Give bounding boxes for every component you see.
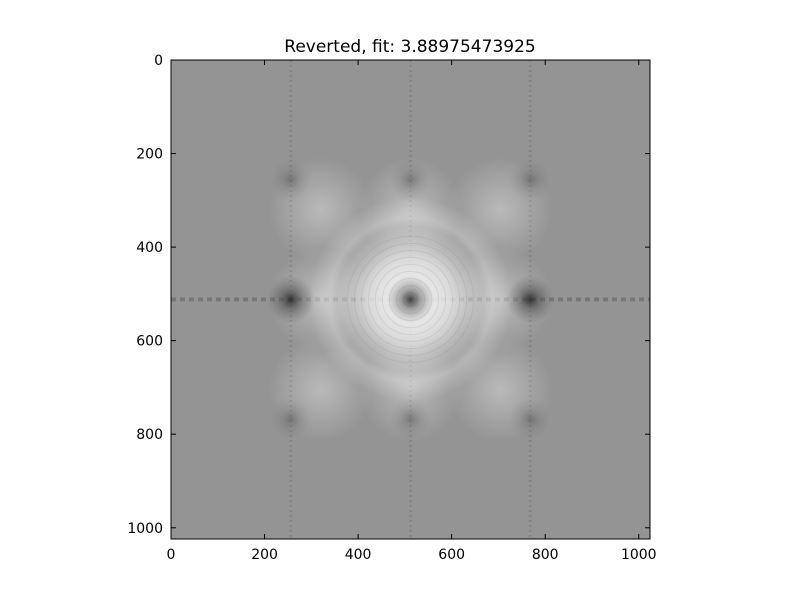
central-peak-spot	[387, 276, 435, 324]
lattice-spot	[270, 159, 312, 201]
x-tick-label: 1000	[621, 547, 657, 563]
x-tick-label: 200	[251, 547, 278, 563]
y-tick-label: 600	[136, 334, 163, 350]
x-tick-label: 0	[167, 547, 176, 563]
x-tick-label: 600	[438, 547, 465, 563]
lattice-spot	[509, 398, 551, 440]
x-tick-label: 800	[532, 547, 559, 563]
y-tick-label: 400	[136, 240, 163, 256]
y-tick-label: 1000	[127, 521, 163, 537]
x-tick-label: 400	[345, 547, 372, 563]
lattice-spot	[509, 159, 551, 201]
lattice-spot	[506, 276, 554, 324]
chart-title: Reverted, fit: 3.88975473925	[284, 37, 535, 57]
lattice-spot	[267, 276, 315, 324]
y-tick-label: 800	[136, 427, 163, 443]
y-tick-label: 0	[154, 53, 163, 69]
heatmap-image	[171, 60, 650, 539]
lattice-spot	[270, 398, 312, 440]
lattice-spot	[389, 159, 431, 201]
lattice-spot	[389, 398, 431, 440]
y-tick-label: 200	[136, 147, 163, 163]
